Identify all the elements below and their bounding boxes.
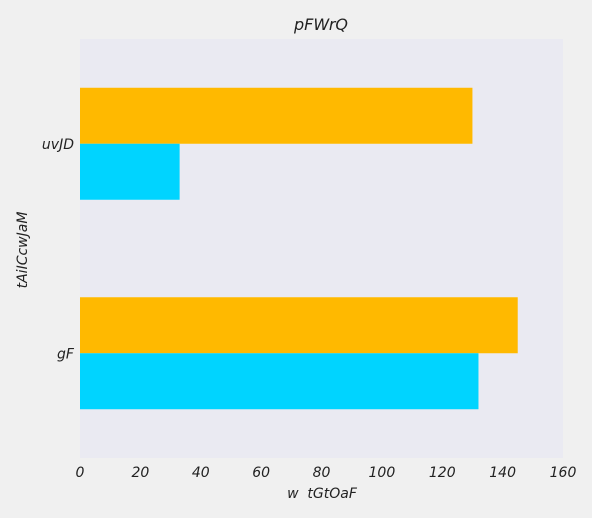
chart-title: pFWrQ — [293, 15, 348, 34]
bars-group — [80, 87, 518, 410]
y-axis-label: tAiICcwJaM — [15, 212, 31, 289]
x-tick-label: 20 — [131, 465, 149, 481]
x-tick-label: 160 — [550, 465, 577, 481]
bar-uvJD-series-1 — [80, 87, 473, 144]
bar-gF-series-1 — [80, 297, 518, 354]
x-tick-labels: 0 20 40 60 80 100 120 140 160 — [76, 465, 577, 481]
bar-gF-series-2 — [80, 353, 479, 410]
x-axis-label: w tGtOaF — [287, 486, 358, 502]
y-tick-labels: uvJD gF — [42, 137, 75, 363]
y-tick-label: gF — [57, 346, 75, 362]
bar-uvJD-series-2 — [80, 143, 180, 200]
x-tick-label: 0 — [76, 465, 85, 481]
x-tick-label: 120 — [429, 465, 456, 481]
x-tick-label: 80 — [313, 465, 331, 481]
x-tick-label: 60 — [252, 465, 270, 481]
x-tick-label: 140 — [489, 465, 516, 481]
x-tick-label: 100 — [369, 465, 396, 481]
y-tick-label: uvJD — [42, 137, 74, 153]
x-tick-label: 40 — [192, 465, 210, 481]
